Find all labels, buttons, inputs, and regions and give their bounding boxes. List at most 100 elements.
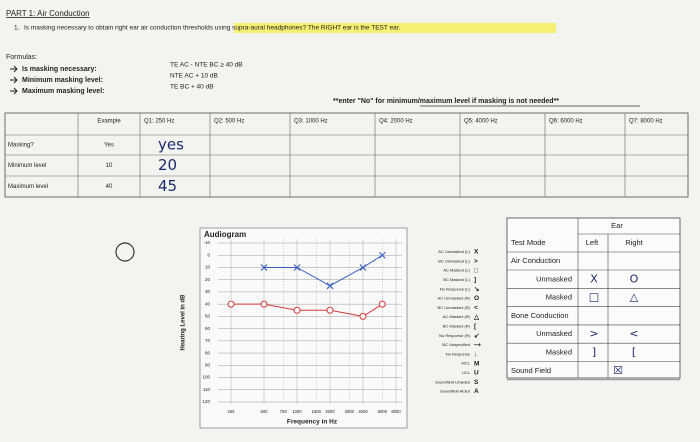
legend-symbol: ⤍ bbox=[474, 342, 481, 349]
threshold-marker bbox=[260, 300, 268, 308]
legend-label: No Response (L) bbox=[440, 286, 471, 291]
note: **enter "No" for minimum/maximum level i… bbox=[333, 98, 559, 105]
title: PART 1: Air Conduction bbox=[6, 9, 90, 18]
bullet-arrow: Minimum masking level: bbox=[22, 77, 103, 84]
legend-symbol: ] bbox=[474, 277, 476, 284]
y-tick-label: 120 bbox=[202, 399, 210, 404]
question-number: 1. bbox=[14, 25, 20, 32]
formula: TE BC + 40 dB bbox=[170, 84, 214, 91]
hand-drawn-circle bbox=[115, 242, 135, 262]
mode-label: Masked bbox=[546, 293, 572, 302]
legend-symbol: > bbox=[474, 258, 478, 265]
legend-label: BC Masked (L) bbox=[443, 277, 470, 282]
legend-label: Soundfield Unaided bbox=[435, 379, 470, 384]
legend-symbol: U bbox=[474, 370, 479, 377]
y-tick-label: 30 bbox=[205, 289, 211, 294]
x-tick-label: 6000 bbox=[378, 409, 388, 414]
ear-symbol: O bbox=[630, 272, 639, 285]
y-tick-label: 10 bbox=[205, 265, 211, 270]
ear-header: Ear bbox=[611, 221, 623, 230]
example-cell: 40 bbox=[106, 184, 113, 190]
legend-symbol: < bbox=[474, 305, 478, 312]
threshold-marker bbox=[227, 300, 235, 308]
section-label: Air Conduction bbox=[511, 256, 560, 265]
y-tick-label: 100 bbox=[202, 375, 210, 380]
legend-symbol: A bbox=[474, 388, 479, 395]
arrow-icon bbox=[10, 65, 18, 73]
y-tick-label: 0 bbox=[207, 252, 210, 257]
table-header: Q3: 1000 Hz bbox=[294, 119, 328, 125]
legend-label: UCL bbox=[462, 370, 471, 375]
mode-label: Sound Field bbox=[511, 366, 551, 375]
table-header: Q6: 6000 Hz bbox=[549, 119, 583, 125]
mode-label: Masked bbox=[546, 347, 572, 356]
legend-symbol: □ bbox=[474, 267, 478, 274]
y-tick-label: 40 bbox=[205, 301, 211, 306]
audiogram-title: Audiogram bbox=[204, 230, 246, 239]
x-tick-label: 8000 bbox=[391, 409, 401, 414]
table-header: Q1: 250 Hz bbox=[144, 119, 174, 125]
ear-table-frame bbox=[506, 217, 681, 379]
handwritten-answer: yes bbox=[158, 136, 184, 154]
bullet-arrow: Is masking necessary: bbox=[22, 66, 97, 73]
legend-label: AC Unmasked (R) bbox=[438, 296, 471, 301]
ear-symbol: △ bbox=[630, 291, 639, 304]
example-cell: Yes bbox=[104, 143, 114, 149]
arrow-icon bbox=[10, 76, 18, 84]
legend-label: Soundfield Aided bbox=[440, 389, 470, 394]
legend-symbol: △ bbox=[473, 314, 480, 321]
legend-label: AC Masked (L) bbox=[443, 268, 470, 273]
table-header: Q7: 8000 Hz bbox=[629, 119, 663, 125]
x-tick-label: 1500 bbox=[312, 409, 322, 414]
x-tick-label: 500 bbox=[261, 409, 269, 414]
legend-symbol: M bbox=[474, 360, 479, 367]
row-label: Minimum level bbox=[8, 163, 46, 169]
y-axis-label: Hearing Level in dB bbox=[181, 294, 187, 351]
audiogram-line bbox=[231, 303, 383, 317]
legend-symbol: O bbox=[474, 295, 479, 302]
example-cell: 10 bbox=[106, 163, 113, 169]
legend-label: MCL bbox=[462, 361, 471, 366]
ear-symbol: X bbox=[590, 272, 598, 285]
y-tick-label: 80 bbox=[205, 350, 211, 355]
x-tick-label: 2000 bbox=[325, 409, 335, 414]
threshold-marker bbox=[359, 312, 367, 320]
legend-symbol: X bbox=[474, 249, 479, 256]
section-label: Bone Conduction bbox=[511, 311, 569, 320]
left-header: Left bbox=[586, 238, 599, 247]
y-tick-label: 50 bbox=[205, 314, 211, 319]
legend-label: BC Unmasked (R) bbox=[438, 305, 471, 310]
test-mode: Test Mode bbox=[511, 238, 546, 247]
table-header: Q4: 2000 Hz bbox=[379, 119, 413, 125]
ear-symbol: < bbox=[629, 327, 638, 340]
threshold-marker bbox=[326, 282, 334, 290]
row-label: Masking? bbox=[8, 143, 34, 149]
y-tick-label: 60 bbox=[205, 326, 211, 331]
table-header: Example bbox=[97, 119, 121, 125]
y-tick-label: 20 bbox=[205, 277, 211, 282]
legend-label: BC Unmasked (L) bbox=[438, 258, 470, 263]
legend-symbol: S bbox=[474, 379, 479, 386]
x-tick-label: 4000 bbox=[358, 409, 368, 414]
right-header: Right bbox=[625, 238, 643, 247]
legend-symbol: [ bbox=[474, 323, 477, 330]
legend-label: AC Unmasked (L) bbox=[438, 249, 470, 254]
threshold-marker bbox=[293, 264, 301, 271]
table-header: Q2: 500 Hz bbox=[214, 119, 244, 125]
question: Is masking necessary to obtain right ear… bbox=[24, 25, 401, 32]
legend-label: BC Masked (R) bbox=[443, 323, 471, 328]
y-tick-label: 90 bbox=[205, 362, 211, 367]
ear-symbol: □ bbox=[589, 291, 599, 304]
row-label: Maximum level bbox=[8, 184, 48, 190]
ear-symbol: ☒ bbox=[613, 364, 623, 377]
threshold-marker bbox=[359, 264, 367, 271]
x-tick-label: 3000 bbox=[345, 409, 355, 414]
y-tick-label: -10 bbox=[203, 240, 210, 245]
legend-label: No Response bbox=[446, 351, 471, 356]
ear-symbol: [ bbox=[632, 346, 636, 359]
x-tick-label: 1000 bbox=[292, 409, 302, 414]
y-tick-label: 110 bbox=[203, 387, 211, 392]
x-tick-label: 750 bbox=[280, 409, 288, 414]
